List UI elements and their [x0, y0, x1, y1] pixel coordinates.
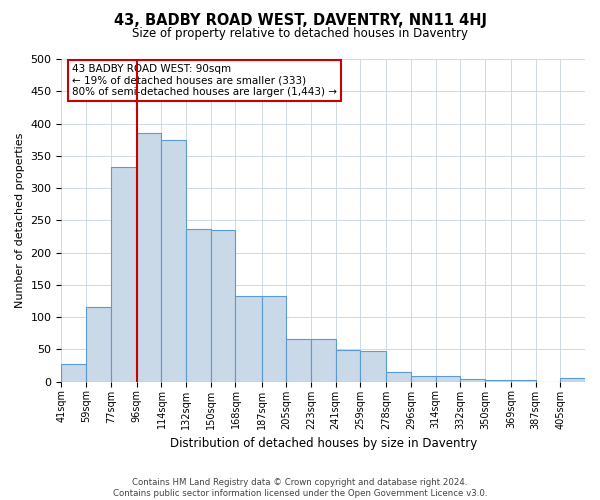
Bar	[335, 350, 360, 382]
Bar	[61, 364, 86, 382]
Bar	[161, 140, 186, 382]
Bar	[460, 379, 485, 382]
Bar	[111, 168, 137, 382]
Bar	[186, 230, 211, 382]
Bar	[286, 339, 311, 382]
Bar	[411, 376, 436, 382]
Bar	[436, 376, 460, 382]
Bar	[86, 307, 111, 382]
Bar	[560, 378, 585, 382]
Text: Contains HM Land Registry data © Crown copyright and database right 2024.
Contai: Contains HM Land Registry data © Crown c…	[113, 478, 487, 498]
Bar	[235, 296, 262, 382]
Y-axis label: Number of detached properties: Number of detached properties	[15, 132, 25, 308]
Text: Size of property relative to detached houses in Daventry: Size of property relative to detached ho…	[132, 28, 468, 40]
Bar	[511, 380, 536, 382]
X-axis label: Distribution of detached houses by size in Daventry: Distribution of detached houses by size …	[170, 437, 477, 450]
Text: 43 BADBY ROAD WEST: 90sqm
← 19% of detached houses are smaller (333)
80% of semi: 43 BADBY ROAD WEST: 90sqm ← 19% of detac…	[72, 64, 337, 97]
Bar	[211, 230, 235, 382]
Bar	[386, 372, 411, 382]
Bar	[311, 339, 335, 382]
Bar	[485, 380, 511, 382]
Text: 43, BADBY ROAD WEST, DAVENTRY, NN11 4HJ: 43, BADBY ROAD WEST, DAVENTRY, NN11 4HJ	[113, 12, 487, 28]
Bar	[262, 296, 286, 382]
Bar	[360, 350, 386, 382]
Bar	[137, 133, 161, 382]
